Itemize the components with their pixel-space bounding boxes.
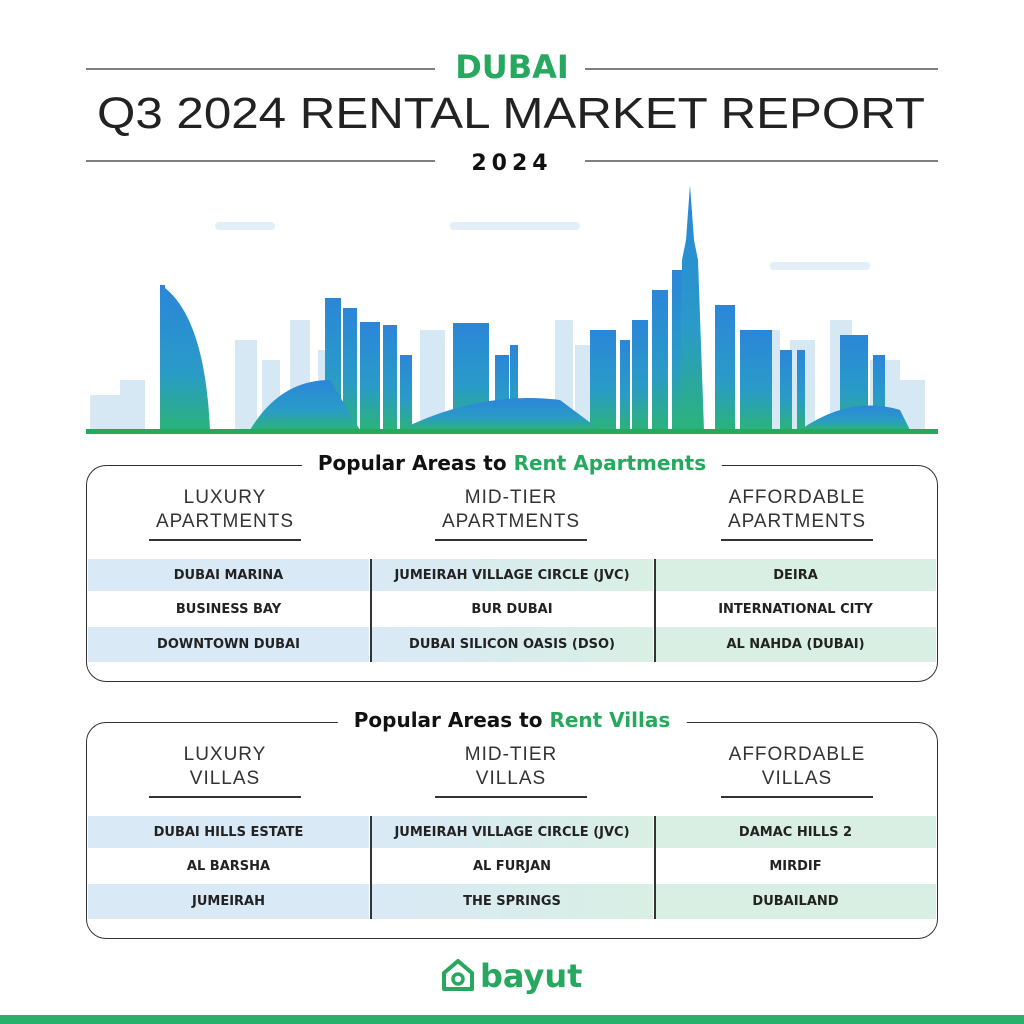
column-title: LUXURY xyxy=(183,744,267,765)
area-cell: INTERNATIONAL CITY xyxy=(655,591,936,627)
area-cell: JUMEIRAH VILLAGE CIRCLE (JVC) xyxy=(371,559,653,591)
area-cell: DUBAI MARINA xyxy=(88,559,369,591)
building xyxy=(343,308,357,430)
building xyxy=(590,330,616,430)
building xyxy=(680,185,704,430)
section-heading: Popular Areas to Rent Apartments xyxy=(301,451,723,475)
building xyxy=(780,350,792,430)
building xyxy=(90,395,120,430)
column-title: AFFORDABLE xyxy=(728,744,866,765)
footer-bar xyxy=(0,1015,1024,1024)
area-cell: BUSINESS BAY xyxy=(88,591,369,627)
logo: bayut xyxy=(442,957,582,995)
column-divider xyxy=(370,816,372,919)
building xyxy=(400,398,600,430)
building xyxy=(450,222,580,230)
building xyxy=(120,380,145,430)
building xyxy=(632,320,648,430)
heading-text: Popular Areas to xyxy=(353,708,543,732)
building xyxy=(510,345,518,430)
column-divider xyxy=(654,816,656,919)
building xyxy=(400,355,412,430)
area-cell: JUMEIRAH VILLAGE CIRCLE (JVC) xyxy=(371,816,653,848)
building xyxy=(360,322,380,430)
building xyxy=(748,330,772,430)
building xyxy=(652,290,668,430)
column-title: VILLAS xyxy=(761,768,833,789)
year: 2024 xyxy=(471,151,552,176)
area-cell: DUBAI HILLS ESTATE xyxy=(88,816,369,848)
building xyxy=(715,305,735,430)
area-cell: DEIRA xyxy=(655,559,936,591)
area-cell: DUBAILAND xyxy=(655,884,936,919)
area-cell: DUBAI SILICON OASIS (DSO) xyxy=(371,627,653,662)
building xyxy=(165,288,210,430)
section-heading: Popular Areas to Rent Villas xyxy=(337,708,687,732)
building xyxy=(383,325,397,430)
column-title: VILLAS xyxy=(475,768,547,789)
column-title: VILLAS xyxy=(189,768,261,789)
area-cell: AL FURJAN xyxy=(371,848,653,884)
heading-highlight: Rent Apartments xyxy=(513,451,707,475)
area-cell: THE SPRINGS xyxy=(371,884,653,919)
column-title: LUXURY xyxy=(183,487,267,508)
building xyxy=(800,405,910,430)
building xyxy=(797,350,805,430)
ground xyxy=(86,429,938,434)
building xyxy=(250,380,360,430)
column-divider xyxy=(370,559,372,662)
column-title: APARTMENTS xyxy=(441,511,581,532)
title: Q3 2024 RENTAL MARKET REPORT xyxy=(97,89,925,138)
brand: bayut xyxy=(480,957,582,995)
building xyxy=(160,285,165,430)
column-title: MID-TIER xyxy=(464,487,558,508)
area-cell: BUR DUBAI xyxy=(371,591,653,627)
building xyxy=(235,340,257,430)
underline xyxy=(435,539,587,541)
building xyxy=(770,262,870,270)
underline xyxy=(721,796,873,798)
column-divider xyxy=(654,559,656,662)
underline xyxy=(721,539,873,541)
underline xyxy=(149,539,301,541)
column-title: AFFORDABLE xyxy=(728,487,866,508)
area-cell: AL BARSHA xyxy=(88,848,369,884)
underline xyxy=(149,796,301,798)
city: DUBAI xyxy=(455,48,569,86)
column-title: APARTMENTS xyxy=(155,511,295,532)
building xyxy=(620,340,630,430)
area-cell: JUMEIRAH xyxy=(88,884,369,919)
header: DUBAI Q3 2024 RENTAL MARKET REPORT 2024 xyxy=(86,48,938,434)
area-cell: AL NAHDA (DUBAI) xyxy=(655,627,936,662)
building xyxy=(740,330,750,430)
building xyxy=(215,222,275,230)
area-cell: DAMAC HILLS 2 xyxy=(655,816,936,848)
skyline xyxy=(90,185,925,430)
heading-highlight: Rent Villas xyxy=(549,708,671,732)
heading-text: Popular Areas to xyxy=(317,451,507,475)
area-cell: MIRDIF xyxy=(655,848,936,884)
underline xyxy=(435,796,587,798)
column-title: APARTMENTS xyxy=(727,511,867,532)
area-cell: DOWNTOWN DUBAI xyxy=(88,627,369,662)
column-title: MID-TIER xyxy=(464,744,558,765)
